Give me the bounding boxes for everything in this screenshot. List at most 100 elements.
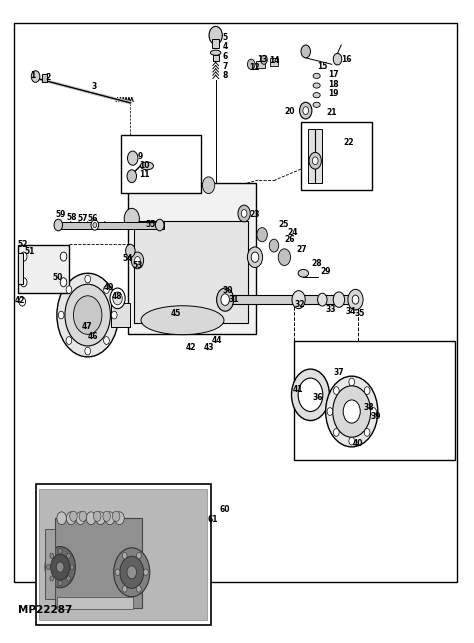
Circle shape bbox=[113, 292, 122, 305]
Circle shape bbox=[131, 252, 144, 269]
Circle shape bbox=[257, 228, 267, 242]
Circle shape bbox=[349, 437, 355, 445]
Text: 45: 45 bbox=[170, 309, 181, 318]
Circle shape bbox=[251, 252, 259, 262]
Ellipse shape bbox=[140, 162, 154, 170]
Text: 11: 11 bbox=[139, 170, 150, 179]
Text: 42: 42 bbox=[185, 343, 196, 352]
Circle shape bbox=[122, 586, 127, 592]
Circle shape bbox=[115, 512, 124, 525]
Text: 43: 43 bbox=[203, 343, 214, 352]
Circle shape bbox=[122, 552, 127, 559]
Circle shape bbox=[126, 244, 135, 257]
Ellipse shape bbox=[313, 83, 320, 88]
Bar bbox=[42, 74, 47, 82]
Text: 13: 13 bbox=[257, 55, 267, 64]
Circle shape bbox=[333, 386, 339, 394]
Ellipse shape bbox=[313, 73, 320, 78]
Circle shape bbox=[135, 257, 140, 264]
Bar bbox=[45, 529, 55, 599]
Circle shape bbox=[76, 512, 85, 525]
Text: MP22287: MP22287 bbox=[18, 605, 73, 615]
Circle shape bbox=[120, 556, 144, 588]
Circle shape bbox=[60, 252, 67, 261]
Text: 49: 49 bbox=[104, 283, 114, 292]
Circle shape bbox=[127, 566, 137, 579]
Circle shape bbox=[292, 369, 329, 421]
Circle shape bbox=[50, 576, 54, 581]
Circle shape bbox=[300, 102, 312, 119]
Bar bbox=[134, 221, 248, 323]
Circle shape bbox=[51, 554, 70, 580]
Circle shape bbox=[247, 247, 263, 267]
Text: 17: 17 bbox=[328, 70, 338, 79]
Circle shape bbox=[202, 177, 215, 194]
Circle shape bbox=[176, 177, 188, 194]
Circle shape bbox=[128, 151, 138, 165]
Text: 33: 33 bbox=[326, 305, 336, 314]
Circle shape bbox=[103, 511, 110, 521]
Bar bbox=[121, 135, 201, 193]
Circle shape bbox=[269, 239, 279, 252]
Circle shape bbox=[96, 512, 105, 525]
Text: 30: 30 bbox=[222, 286, 233, 295]
Circle shape bbox=[371, 408, 376, 415]
Text: 6: 6 bbox=[222, 52, 228, 61]
Text: 24: 24 bbox=[287, 228, 298, 237]
Circle shape bbox=[86, 512, 96, 525]
Bar bbox=[14, 23, 457, 582]
Text: 32: 32 bbox=[294, 300, 305, 309]
Circle shape bbox=[326, 376, 378, 447]
Circle shape bbox=[333, 292, 345, 307]
Circle shape bbox=[348, 289, 363, 310]
Circle shape bbox=[221, 294, 229, 305]
Text: 40: 40 bbox=[353, 439, 364, 448]
Bar bbox=[18, 245, 69, 293]
Circle shape bbox=[65, 284, 110, 346]
Circle shape bbox=[318, 293, 327, 306]
Ellipse shape bbox=[210, 50, 221, 55]
Text: 37: 37 bbox=[334, 368, 344, 377]
Circle shape bbox=[57, 273, 118, 357]
Bar bbox=[55, 518, 142, 608]
Circle shape bbox=[301, 45, 310, 58]
Bar bbox=[128, 183, 256, 334]
Circle shape bbox=[58, 311, 64, 319]
Text: 48: 48 bbox=[112, 292, 122, 301]
Circle shape bbox=[333, 386, 371, 437]
Bar bbox=[212, 39, 219, 48]
Circle shape bbox=[115, 569, 120, 575]
Circle shape bbox=[67, 553, 71, 558]
Circle shape bbox=[127, 170, 137, 183]
Text: 21: 21 bbox=[327, 108, 337, 117]
Circle shape bbox=[58, 548, 62, 554]
Circle shape bbox=[309, 152, 321, 169]
Circle shape bbox=[333, 429, 339, 437]
Text: 8: 8 bbox=[222, 71, 228, 80]
Circle shape bbox=[70, 511, 77, 521]
Circle shape bbox=[31, 71, 40, 82]
Circle shape bbox=[114, 548, 150, 597]
Text: 41: 41 bbox=[292, 385, 303, 394]
Text: 18: 18 bbox=[328, 80, 338, 89]
Bar bbox=[39, 489, 207, 620]
Ellipse shape bbox=[141, 306, 224, 334]
Text: 29: 29 bbox=[321, 267, 331, 276]
Circle shape bbox=[73, 296, 102, 334]
Circle shape bbox=[50, 553, 54, 558]
Circle shape bbox=[349, 378, 355, 386]
Text: 1: 1 bbox=[30, 71, 36, 80]
Text: 46: 46 bbox=[88, 332, 98, 341]
Text: 23: 23 bbox=[249, 210, 260, 219]
Text: 47: 47 bbox=[82, 322, 92, 331]
Ellipse shape bbox=[313, 102, 320, 107]
Circle shape bbox=[66, 337, 72, 345]
Circle shape bbox=[312, 157, 318, 165]
Circle shape bbox=[241, 210, 247, 217]
Circle shape bbox=[56, 562, 64, 572]
Circle shape bbox=[217, 288, 234, 311]
Text: 19: 19 bbox=[328, 89, 338, 98]
Circle shape bbox=[20, 278, 27, 287]
Text: 44: 44 bbox=[212, 336, 222, 345]
Circle shape bbox=[104, 337, 109, 345]
